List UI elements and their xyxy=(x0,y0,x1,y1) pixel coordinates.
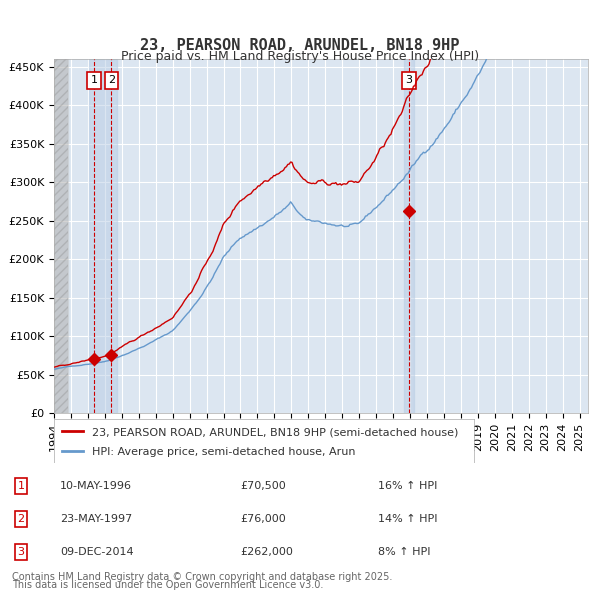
Text: 09-DEC-2014: 09-DEC-2014 xyxy=(60,547,134,557)
Text: 23, PEARSON ROAD, ARUNDEL, BN18 9HP: 23, PEARSON ROAD, ARUNDEL, BN18 9HP xyxy=(140,38,460,53)
Text: £70,500: £70,500 xyxy=(240,481,286,491)
Text: 3: 3 xyxy=(17,547,25,557)
Text: £262,000: £262,000 xyxy=(240,547,293,557)
Text: This data is licensed under the Open Government Licence v3.0.: This data is licensed under the Open Gov… xyxy=(12,580,323,590)
Bar xyxy=(89,59,116,413)
Text: 1: 1 xyxy=(17,481,25,491)
Text: 3: 3 xyxy=(406,76,412,85)
Text: 10-MAY-1996: 10-MAY-1996 xyxy=(60,481,132,491)
Text: HPI: Average price, semi-detached house, Arun: HPI: Average price, semi-detached house,… xyxy=(92,447,355,457)
Text: 14% ↑ HPI: 14% ↑ HPI xyxy=(378,514,437,524)
Text: 8% ↑ HPI: 8% ↑ HPI xyxy=(378,547,431,557)
Bar xyxy=(404,59,414,413)
Bar xyxy=(54,59,68,413)
Bar xyxy=(54,59,68,413)
Text: 2: 2 xyxy=(17,514,25,524)
Text: 16% ↑ HPI: 16% ↑ HPI xyxy=(378,481,437,491)
Text: Price paid vs. HM Land Registry's House Price Index (HPI): Price paid vs. HM Land Registry's House … xyxy=(121,50,479,63)
Text: 23, PEARSON ROAD, ARUNDEL, BN18 9HP (semi-detached house): 23, PEARSON ROAD, ARUNDEL, BN18 9HP (sem… xyxy=(92,427,458,437)
Text: £76,000: £76,000 xyxy=(240,514,286,524)
Text: Contains HM Land Registry data © Crown copyright and database right 2025.: Contains HM Land Registry data © Crown c… xyxy=(12,572,392,582)
Text: 2: 2 xyxy=(108,76,115,85)
Text: 23-MAY-1997: 23-MAY-1997 xyxy=(60,514,132,524)
Text: 1: 1 xyxy=(91,76,98,85)
